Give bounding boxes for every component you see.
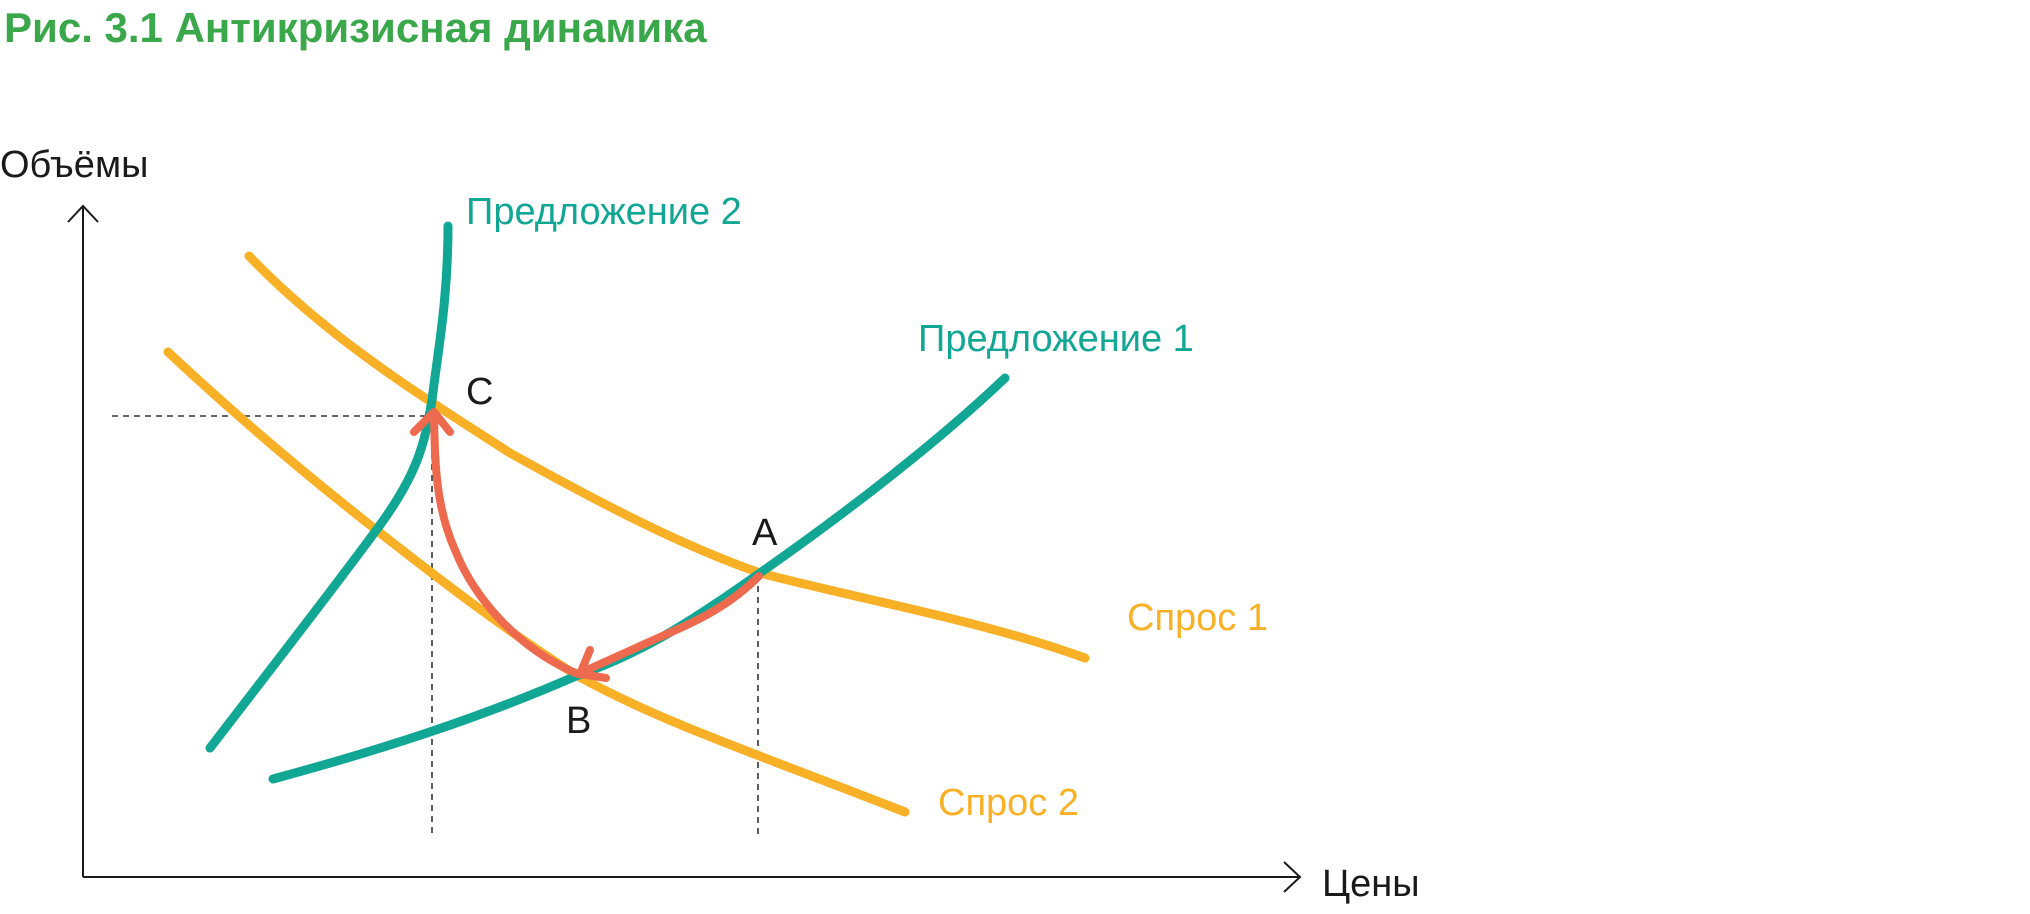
y-axis-arrowhead	[67, 204, 99, 223]
x-axis-label: Цены	[1322, 863, 1420, 905]
transition-arrow	[430, 410, 763, 678]
demand-2-label: Спрос 2	[938, 782, 1079, 824]
point-b-label: B	[566, 700, 591, 742]
point-c-label: C	[466, 371, 493, 413]
y-axis-label: Объёмы	[0, 144, 148, 186]
point-a-label: A	[752, 512, 778, 554]
axes	[67, 204, 1302, 893]
x-axis-arrowhead	[1283, 861, 1302, 893]
supply-2-curve	[205, 221, 453, 753]
supply-1-curve	[268, 373, 1010, 784]
arrowhead-at-c	[410, 408, 454, 436]
figure-title: Рис. 3.1 Антикризисная динамика	[4, 4, 707, 51]
demand-2-curve	[163, 347, 910, 817]
guide-lines	[112, 415, 759, 838]
demand-1-curve	[244, 251, 1090, 663]
supply-1-label: Предложение 1	[918, 318, 1194, 360]
demand-1-label: Спрос 1	[1127, 597, 1268, 639]
supply-2-label: Предложение 2	[466, 191, 742, 233]
arrowhead-at-b	[576, 646, 610, 682]
